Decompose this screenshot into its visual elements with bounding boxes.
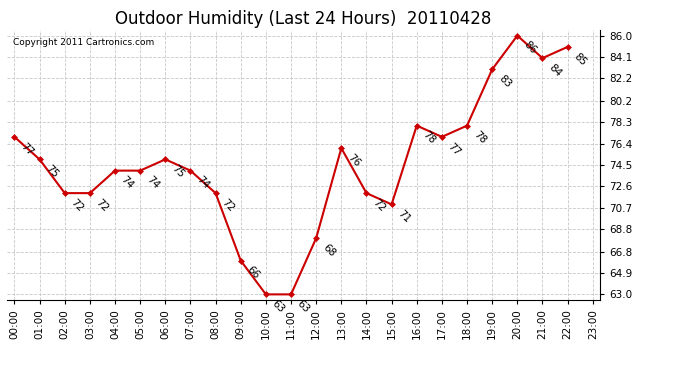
- Text: 71: 71: [396, 209, 412, 225]
- Text: 72: 72: [371, 197, 387, 214]
- Text: 78: 78: [471, 130, 488, 146]
- Text: 63: 63: [270, 298, 286, 315]
- Text: 75: 75: [43, 164, 60, 180]
- Text: 75: 75: [170, 164, 186, 180]
- Text: Copyright 2011 Cartronics.com: Copyright 2011 Cartronics.com: [13, 38, 154, 47]
- Text: 77: 77: [19, 141, 35, 158]
- Text: 74: 74: [195, 175, 211, 191]
- Text: 72: 72: [94, 197, 110, 214]
- Text: 76: 76: [346, 152, 362, 169]
- Text: 77: 77: [446, 141, 462, 158]
- Text: 74: 74: [144, 175, 161, 191]
- Text: 78: 78: [421, 130, 437, 146]
- Text: 83: 83: [496, 74, 513, 90]
- Text: 86: 86: [522, 40, 538, 56]
- Text: 74: 74: [119, 175, 136, 191]
- Text: 63: 63: [295, 298, 312, 315]
- Text: 66: 66: [245, 265, 262, 281]
- Text: 68: 68: [320, 242, 337, 259]
- Title: Outdoor Humidity (Last 24 Hours)  20110428: Outdoor Humidity (Last 24 Hours) 2011042…: [115, 10, 492, 28]
- Text: 72: 72: [219, 197, 236, 214]
- Text: 72: 72: [69, 197, 86, 214]
- Text: 84: 84: [546, 62, 563, 79]
- Text: 85: 85: [572, 51, 588, 68]
